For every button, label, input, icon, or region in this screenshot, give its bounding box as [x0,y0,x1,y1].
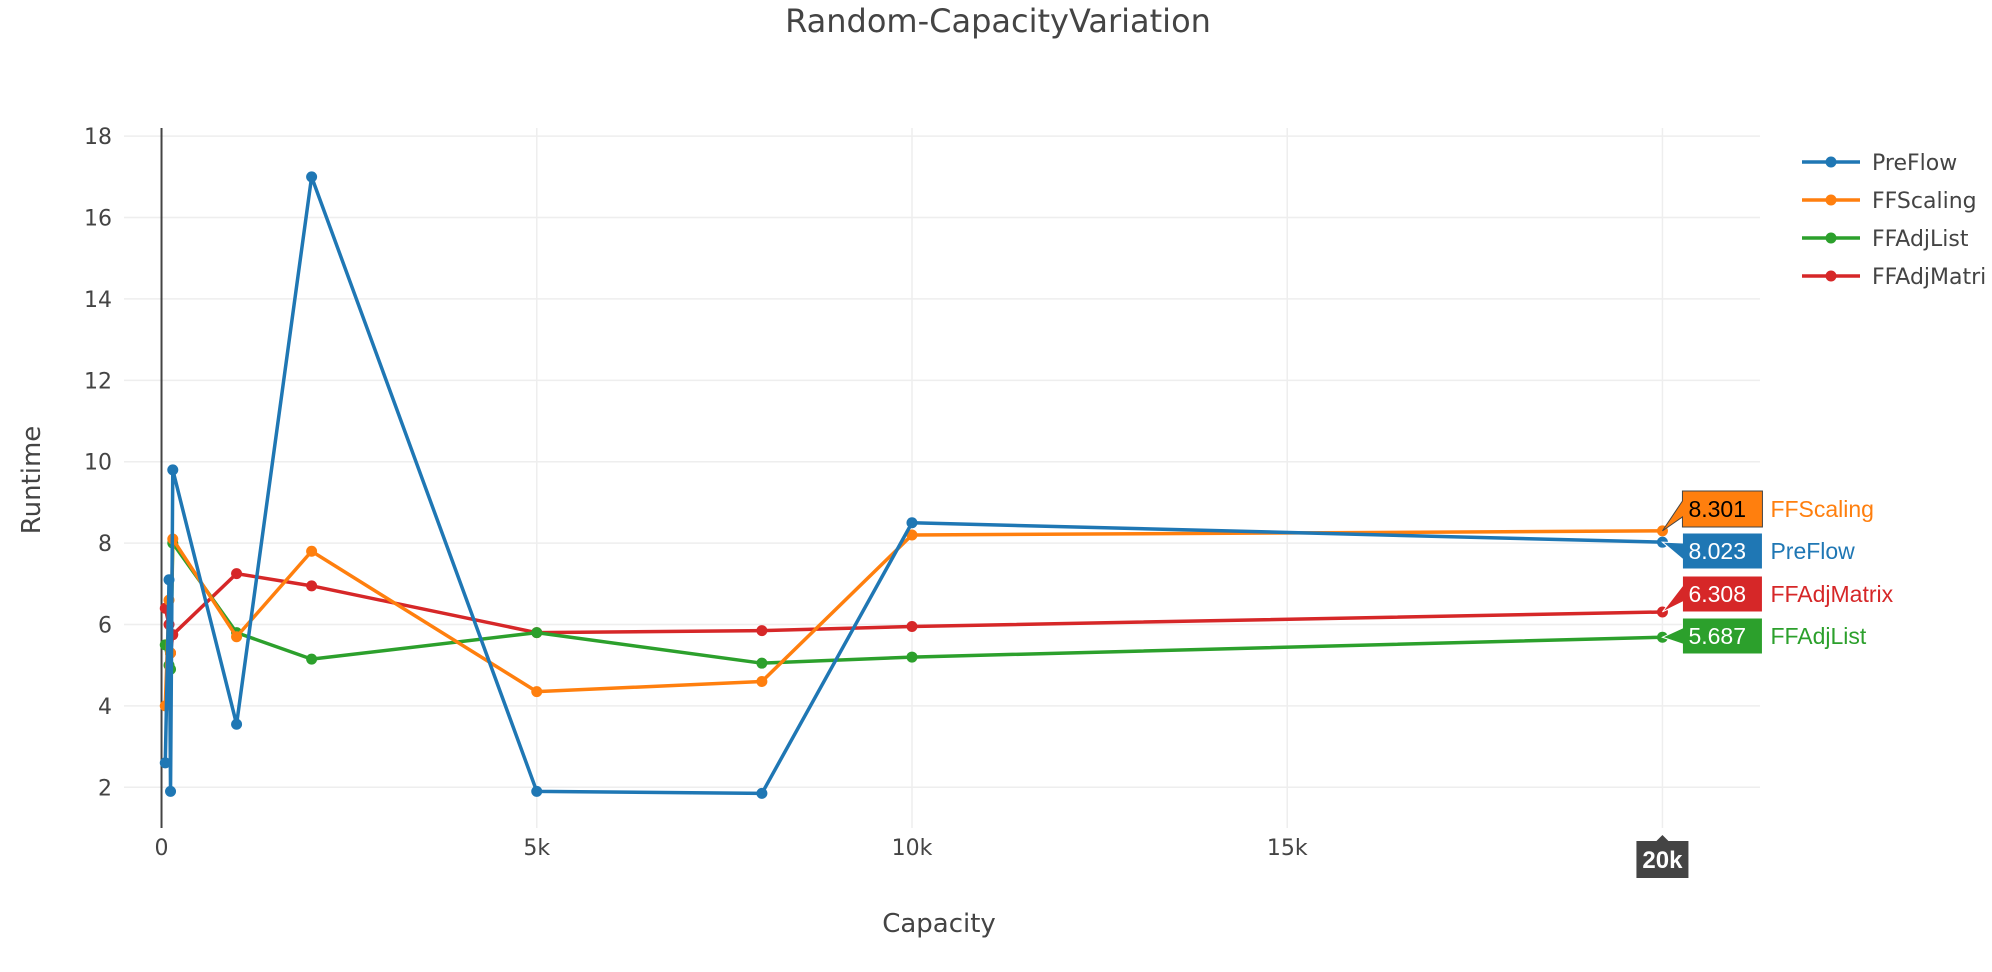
hover-series-name: FFScaling [1770,496,1874,522]
data-point[interactable] [231,568,243,580]
hover-label-ffadjlist: 5.687 FFAdjList [1661,617,1867,655]
legend-label: PreFlow [1872,151,1957,176]
data-point[interactable] [906,651,918,663]
hover-box [1660,532,1763,570]
x-tick-label: 0 [155,836,169,861]
plot-series[interactable] [159,171,1668,799]
y-tick-label: 8 [98,532,112,557]
hover-label-preflow: 8.023 PreFlow [1660,532,1855,570]
hover-labels: 8.301 FFScaling 8.023 PreFlow 6.308 FFAdjMatr… [1636,490,1894,878]
data-point[interactable] [906,621,918,633]
legend-item[interactable]: FFAdjList [1802,227,1969,252]
series-line[interactable] [163,529,1663,706]
y-axis-title: Runtime [17,426,47,535]
chart-title: Random-CapacityVariation [785,2,1211,40]
series-line[interactable] [163,541,1663,672]
y-tick-label: 12 [84,369,112,394]
hover-value: 8.023 [1688,538,1746,564]
y-tick-label: 6 [98,614,112,639]
x-axis-ticks: 0 5k 10k 15k [155,836,1308,861]
legend-item[interactable]: FFAdjMatri [1802,265,1986,290]
y-tick-label: 14 [84,288,112,313]
data-point[interactable] [906,529,918,541]
data-point[interactable] [531,785,543,797]
data-point[interactable] [306,171,318,183]
series-line[interactable] [163,175,1663,796]
legend-marker [1825,232,1837,244]
hover-value: 5.687 [1688,623,1746,649]
data-point[interactable] [231,631,243,643]
hover-series-name: FFAdjList [1770,623,1866,649]
legend-label: FFScaling [1872,189,1977,214]
series-ffadjmatrix[interactable] [159,568,1668,659]
series-preflow[interactable] [159,171,1668,799]
x-hover-value: 20k [1642,847,1683,874]
data-point[interactable] [531,627,543,639]
data-point[interactable] [306,545,318,557]
legend[interactable]: PreFlow FFScaling FFAdjList FFAdjMatri [1802,151,1986,290]
hover-box [1662,490,1763,532]
data-point[interactable] [531,686,543,698]
legend-item[interactable]: PreFlow [1802,151,1957,176]
x-tick-label: 10k [892,836,933,861]
data-point[interactable] [756,675,768,687]
legend-label: FFAdjList [1872,227,1969,252]
data-point[interactable] [165,785,177,797]
y-tick-label: 18 [84,125,112,150]
y-tick-label: 4 [98,695,112,720]
data-point[interactable] [756,657,768,669]
y-tick-label: 16 [84,207,112,232]
data-point[interactable] [756,787,768,799]
hover-series-name: PreFlow [1770,538,1855,564]
hover-label-ffscaling: 8.301 FFScaling [1662,490,1874,532]
legend-marker [1825,194,1837,206]
x-tick-label: 5k [523,836,550,861]
data-point[interactable] [906,517,918,529]
x-hover-box [1636,835,1689,878]
data-point[interactable] [306,653,318,665]
grid-lines [124,128,1760,828]
x-tick-label: 15k [1267,836,1308,861]
data-point[interactable] [167,464,179,476]
legend-marker [1825,270,1837,282]
hover-box [1662,575,1763,613]
hover-value: 6.308 [1688,581,1746,607]
hover-series-name: FFAdjMatrix [1770,581,1893,607]
y-axis-ticks: 2 4 6 8 10 12 14 16 18 [84,125,112,801]
legend-item[interactable]: FFScaling [1802,189,1977,214]
data-point[interactable] [159,757,171,769]
y-tick-label: 2 [98,776,112,801]
series-ffscaling[interactable] [159,525,1668,712]
data-point[interactable] [163,574,175,586]
x-axis-title: Capacity [882,909,996,939]
data-point[interactable] [306,580,318,592]
series-line[interactable] [163,571,1663,655]
legend-label: FFAdjMatri [1872,265,1986,290]
y-tick-label: 10 [84,451,112,476]
legend-marker [1825,156,1837,168]
hover-label-ffadjmatrix: 6.308 FFAdjMatrix [1662,575,1894,613]
series-ffadjlist[interactable] [159,537,1668,675]
data-point[interactable] [231,718,243,730]
hover-box [1661,617,1763,655]
data-point[interactable] [756,625,768,637]
hover-value: 8.301 [1688,496,1746,522]
x-hover-label: 20k [1636,835,1689,878]
